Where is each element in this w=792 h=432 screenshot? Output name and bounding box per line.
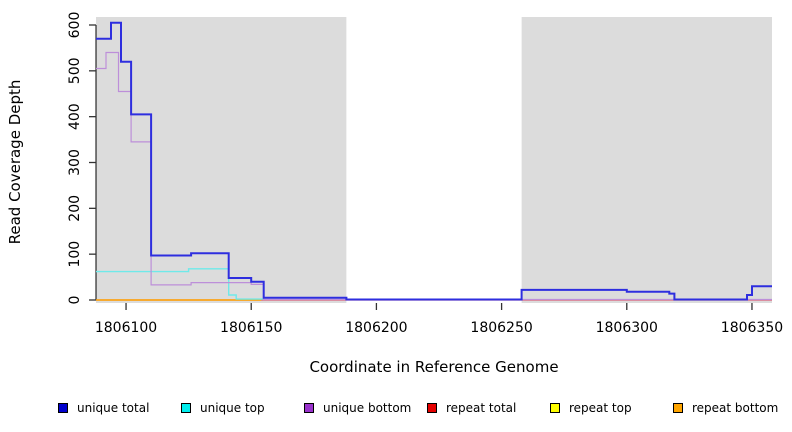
legend-label: unique top <box>200 401 265 415</box>
y-tick-label: 500 <box>67 57 83 84</box>
y-axis-title: Read Coverage Depth <box>6 80 24 245</box>
shaded-region <box>96 17 347 303</box>
legend-swatch <box>181 403 191 413</box>
legend: unique total unique top unique bottom repea… <box>58 401 792 415</box>
legend-item: repeat top <box>550 401 673 415</box>
y-tick-label: 0 <box>67 296 83 305</box>
y-tick-label: 300 <box>67 149 83 176</box>
legend-swatch <box>550 403 560 413</box>
series-unique-total <box>96 21 772 301</box>
legend-item: repeat bottom <box>673 401 792 415</box>
x-tick-label: 1806350 <box>721 320 783 336</box>
legend-swatch <box>304 403 314 413</box>
legend-swatch <box>673 403 683 413</box>
x-axis-title: Coordinate in Reference Genome <box>309 358 558 376</box>
x-tick-label: 1806150 <box>220 320 282 336</box>
x-tick-label: 1806200 <box>345 320 407 336</box>
legend-swatch <box>427 403 437 413</box>
coverage-plot: 1806100 1806150 1806200 1806250 1806300 18063… <box>6 12 783 376</box>
legend-item: unique top <box>181 401 304 415</box>
shaded-region <box>521 17 772 303</box>
x-tick-label: 1806100 <box>95 320 157 336</box>
legend-label: unique bottom <box>323 401 412 415</box>
legend-item: unique bottom <box>304 401 427 415</box>
y-tick-label: 200 <box>67 195 83 222</box>
legend-swatch <box>58 403 68 413</box>
x-tick-label: 1806300 <box>596 320 658 336</box>
y-tick-label: 600 <box>67 12 83 39</box>
legend-label: repeat total <box>446 401 517 415</box>
series-unique-top <box>96 268 264 300</box>
x-tick-label: 1806250 <box>470 320 532 336</box>
legend-label: unique total <box>77 401 150 415</box>
y-tick-label: 100 <box>67 241 83 268</box>
legend-label: repeat top <box>569 401 632 415</box>
plot-area: 1806100 1806150 1806200 1806250 1806300 18063… <box>67 12 783 336</box>
legend-label: repeat bottom <box>692 401 779 415</box>
legend-item: unique total <box>58 401 181 415</box>
y-tick-label: 400 <box>67 103 83 130</box>
legend-item: repeat total <box>427 401 550 415</box>
